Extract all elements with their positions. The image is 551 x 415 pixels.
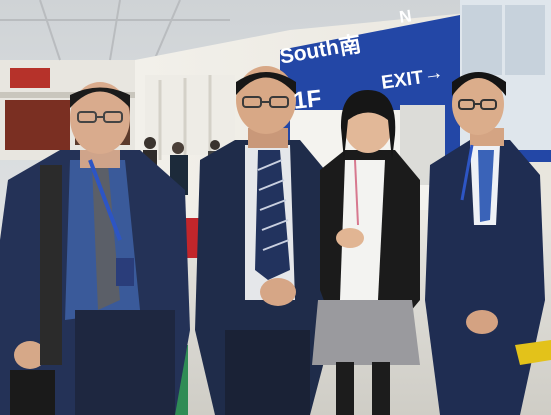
wall-columns [158,75,212,160]
floor-marking [515,340,551,365]
sign-north-marker: N [398,6,413,27]
person-left [0,82,190,415]
shop-storefront [5,100,70,150]
exit-arrow-icon: → [422,61,445,86]
window-pane [462,5,502,75]
person-right [425,72,545,415]
mezzanine-rail [0,92,135,98]
person-center [195,66,335,415]
window-pane-2 [505,5,545,75]
sign-floor-level: 1F [292,85,323,115]
shop-sign [10,68,50,88]
person-woman [312,90,420,415]
